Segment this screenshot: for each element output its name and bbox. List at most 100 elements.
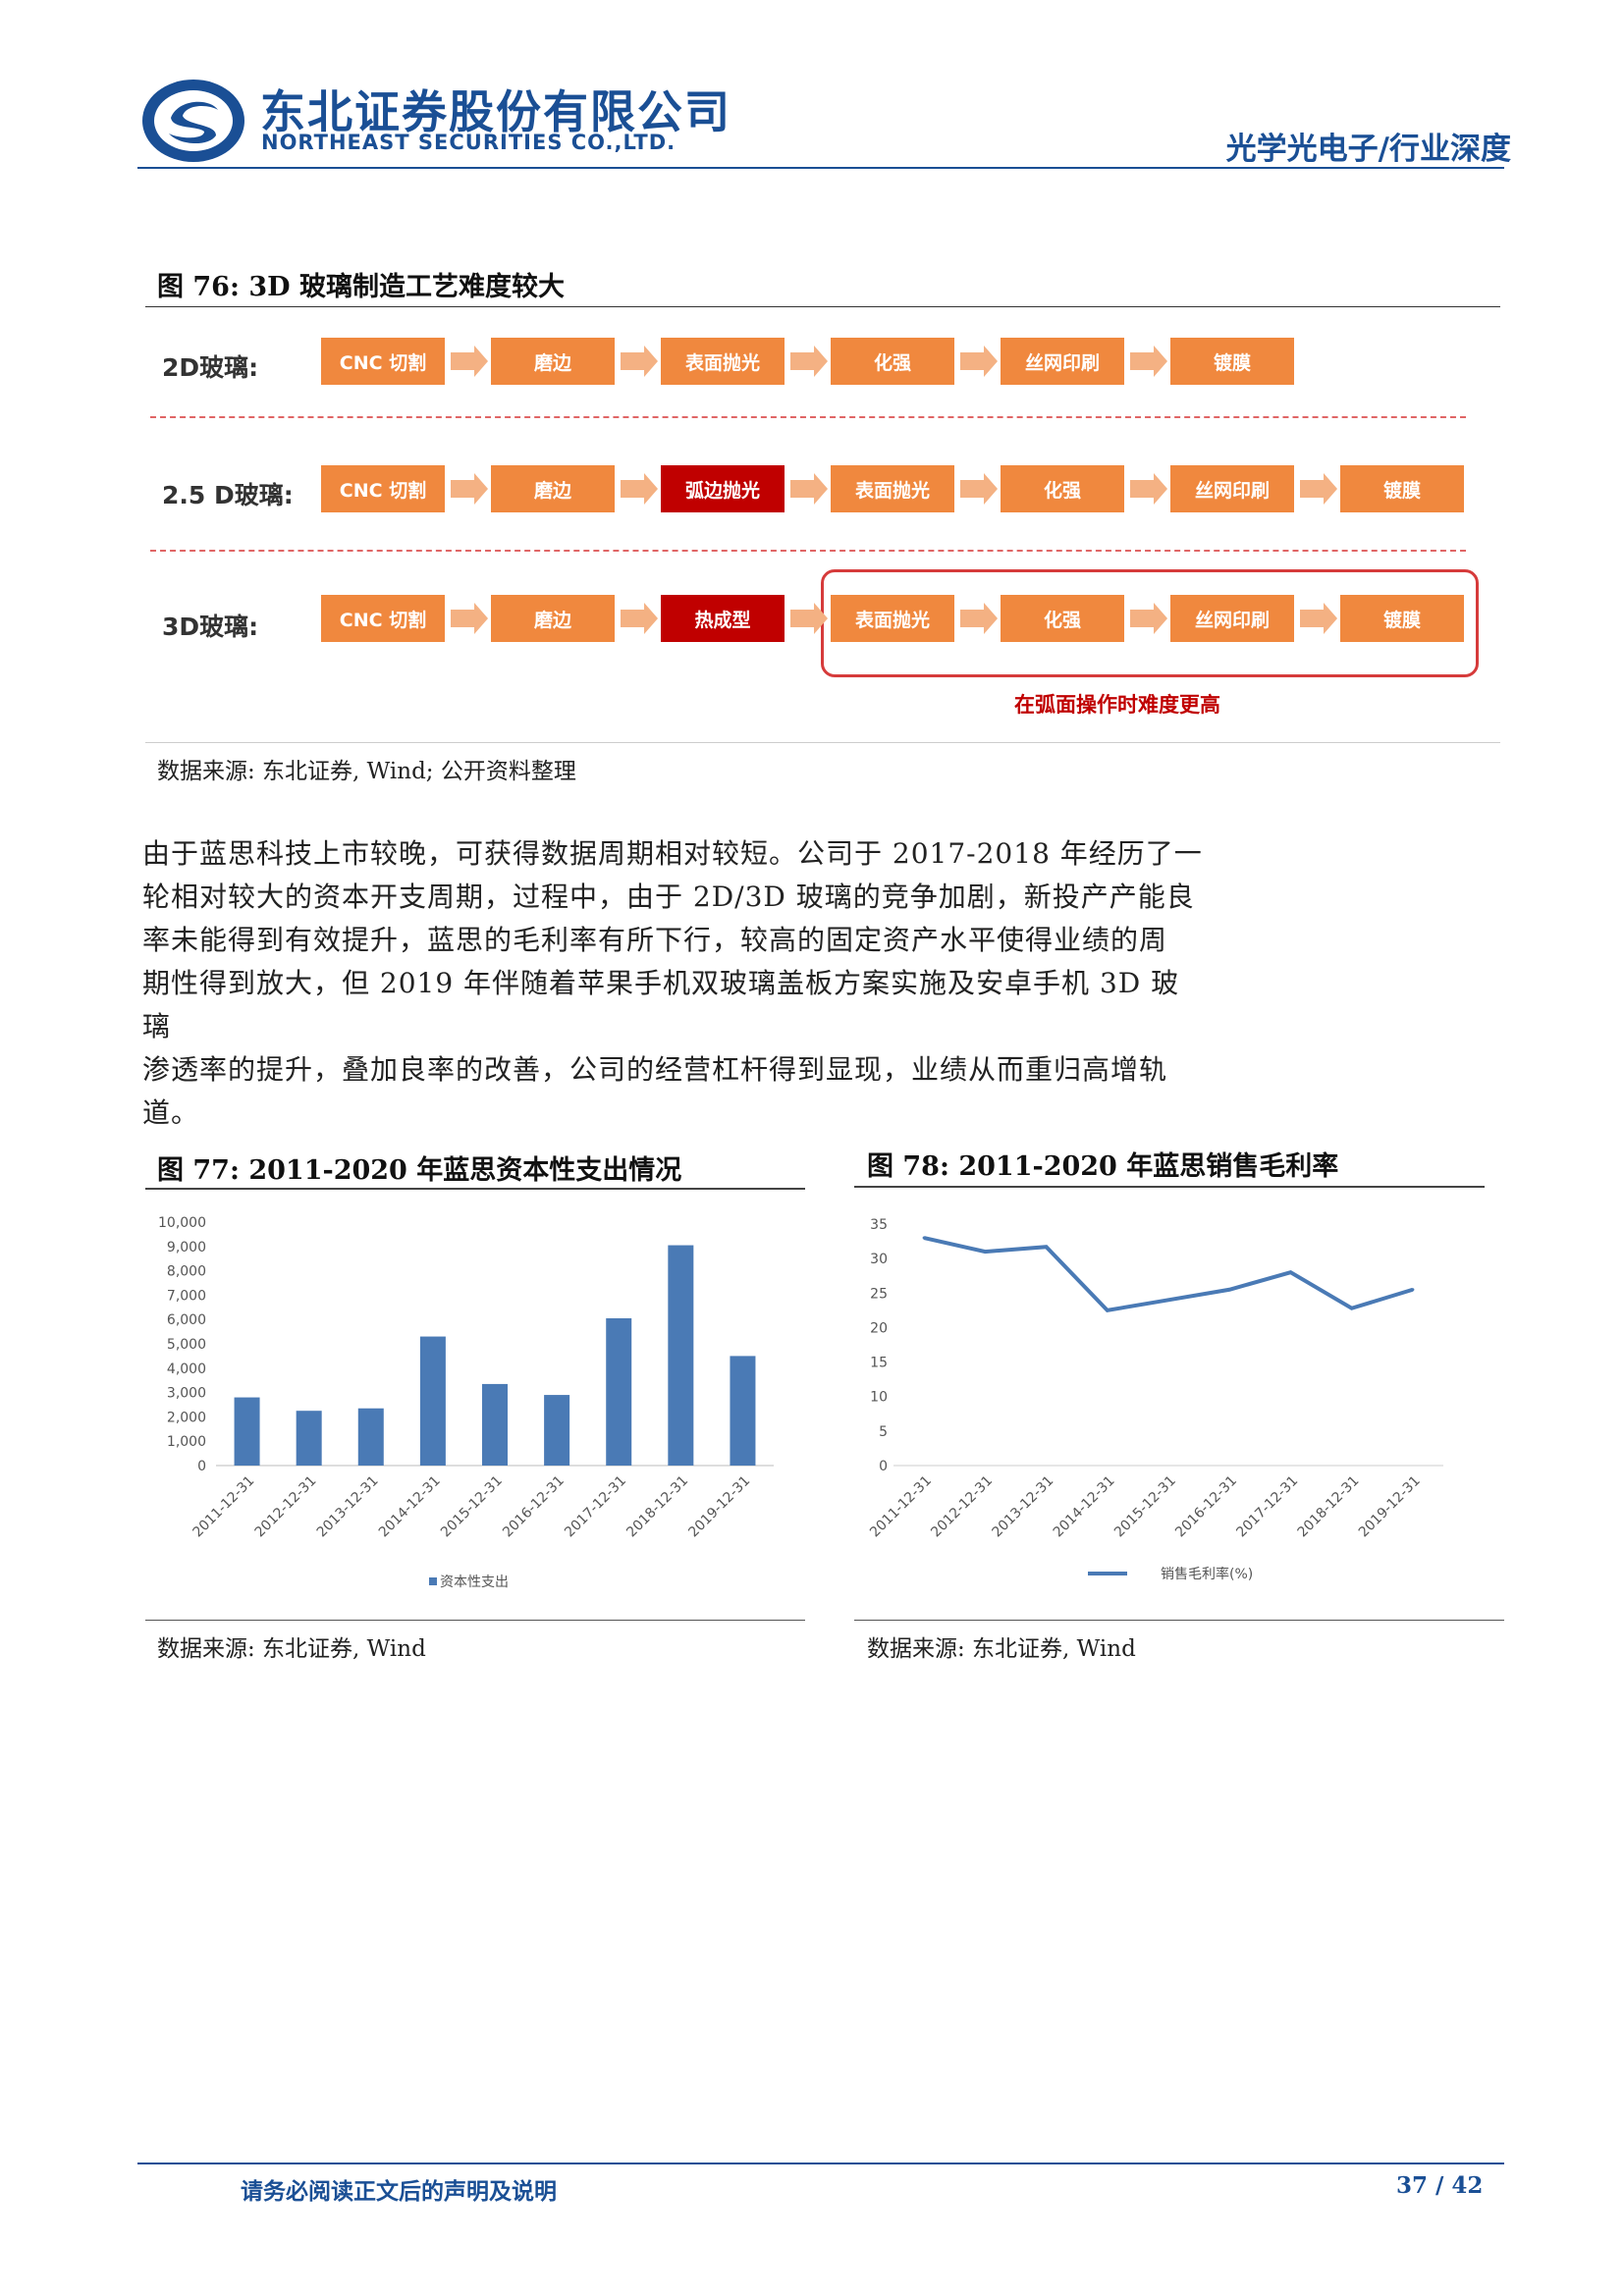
difficulty-note: 在弧面操作时难度更高 (1014, 693, 1220, 717)
y-tick-label: 7,000 (167, 1288, 206, 1304)
row-divider (150, 416, 1466, 418)
y-tick-label: 1,000 (167, 1434, 206, 1450)
step-2d-cnc: CNC 切割 (321, 338, 445, 385)
flow-arrows (451, 346, 1337, 634)
fig76-bottom-rule (145, 742, 1500, 743)
body-line: 轮相对较大的资本开支周期，过程中，由于 2D/3D 玻璃的竞争加剧，新投产产能良 (142, 881, 1195, 913)
x-tick-label: 2011-12-31 (867, 1473, 935, 1541)
x-tick-label: 2017-12-31 (1233, 1473, 1301, 1541)
flow-arrow-icon (790, 473, 828, 505)
flow-arrow-icon (960, 603, 998, 634)
fig77-bottom-rule (145, 1620, 805, 1621)
step-25d-print: 丝网印刷 (1170, 465, 1294, 512)
x-tick-label: 2014-12-31 (376, 1473, 444, 1541)
capex-bar (357, 1408, 384, 1466)
y-tick-label: 15 (870, 1356, 888, 1371)
company-name-cn: 东北证券股份有限公司 (260, 85, 731, 138)
step-25d-edge: 磨边 (491, 465, 615, 512)
section-tag: 光学光电子/行业深度 (1225, 132, 1511, 167)
x-tick-label: 2019-12-31 (1356, 1473, 1424, 1541)
step-25d-coating: 镀膜 (1340, 465, 1464, 512)
row-divider (150, 550, 1466, 552)
data-point (1411, 1288, 1415, 1292)
step-3d-polish: 表面抛光 (831, 595, 954, 642)
step-2d-coating: 镀膜 (1170, 338, 1294, 385)
body-line: 由于蓝思科技上市较晚，可获得数据周期相对较短。公司于 2017-2018 年经历… (142, 837, 1203, 870)
flow-arrow-icon (1130, 346, 1167, 377)
step-3d-print: 丝网印刷 (1170, 595, 1294, 642)
x-tick-label: 2018-12-31 (623, 1473, 691, 1541)
data-point (1350, 1307, 1354, 1310)
flow-arrow-icon (1300, 603, 1337, 634)
flow-arrow-icon (621, 346, 658, 377)
flow-arrow-icon (790, 346, 828, 377)
step-3d-coating: 镀膜 (1340, 595, 1464, 642)
legend-swatch (429, 1577, 437, 1585)
step-25d-polish: 表面抛光 (831, 465, 954, 512)
x-tick-label: 2018-12-31 (1295, 1473, 1363, 1541)
y-tick-label: 5,000 (167, 1337, 206, 1353)
x-tick-label: 2012-12-31 (252, 1473, 320, 1541)
flow-arrow-icon (960, 346, 998, 377)
y-tick-label: 8,000 (167, 1264, 206, 1280)
capex-bar-chart: 10,000 9,000 8,000 7,000 6,000 5,000 4,000 3,00… (158, 1215, 774, 1590)
capex-bar (668, 1245, 694, 1466)
y-tick-label: 10 (870, 1390, 888, 1406)
body-line: 渗透率的提升，叠加良率的改善，公司的经营杠杆得到显现，业绩从而重归高增轨 (142, 1053, 1168, 1086)
fig76-title: 图 76: 3D 玻璃制造工艺难度较大 (157, 272, 565, 302)
row-label-3d: 3D玻璃: (162, 613, 259, 641)
row-label-2d: 2D玻璃: (162, 353, 259, 382)
flow-arrow-icon (451, 473, 488, 505)
legend-label: 资本性支出 (440, 1575, 509, 1590)
y-tick-label: 6,000 (167, 1312, 206, 1328)
flow-arrow-icon (1300, 473, 1337, 505)
capex-bar (234, 1397, 260, 1466)
gross-margin-line-chart: 35 30 25 20 15 10 5 02011-12-312012-12-312013-1… (867, 1217, 1443, 1582)
data-point (1288, 1270, 1292, 1274)
data-point (983, 1250, 987, 1254)
y-tick-label: 3,000 (167, 1386, 206, 1402)
step-2d-strengthen: 化强 (831, 338, 954, 385)
body-line: 道。 (142, 1096, 200, 1129)
step-25d-arc-polish: 弧边抛光 (661, 465, 785, 512)
capex-bar (606, 1317, 632, 1466)
company-name-en: NORTHEAST SECURITIES CO.,LTD. (261, 131, 677, 154)
step-2d-edge: 磨边 (491, 338, 615, 385)
flow-arrow-icon (451, 346, 488, 377)
x-tick-label: 2016-12-31 (1172, 1473, 1240, 1541)
x-tick-label: 2013-12-31 (314, 1473, 382, 1541)
body-line: 率未能得到有效提升，蓝思的毛利率有所下行，较高的固定资产水平使得业绩的周 (142, 924, 1168, 956)
fig78-source: 数据来源: 东北证券, Wind (867, 1636, 1136, 1662)
y-tick-label: 0 (197, 1459, 206, 1474)
y-tick-label: 20 (870, 1320, 888, 1336)
fig76-source: 数据来源: 东北证券, Wind; 公开资料整理 (157, 759, 576, 784)
y-tick-label: 2,000 (167, 1410, 206, 1425)
page-number: 37 / 42 (1396, 2172, 1484, 2199)
data-point (922, 1236, 926, 1240)
x-tick-label: 2011-12-31 (190, 1473, 258, 1541)
y-tick-label: 30 (870, 1252, 888, 1267)
data-point (1106, 1308, 1110, 1312)
x-tick-label: 2017-12-31 (562, 1473, 629, 1541)
flow-arrow-icon (621, 473, 658, 505)
capex-bar (730, 1356, 756, 1466)
data-point (1227, 1288, 1231, 1292)
x-tick-label: 2015-12-31 (438, 1473, 506, 1541)
y-tick-label: 35 (870, 1217, 888, 1233)
fig77-top-rule (145, 1188, 805, 1190)
fig77-source: 数据来源: 东北证券, Wind (157, 1636, 426, 1662)
flow-arrow-icon (1130, 473, 1167, 505)
step-3d-hot-forming: 热成型 (661, 595, 785, 642)
fig76-top-rule (145, 306, 1500, 307)
step-2d-print: 丝网印刷 (1001, 338, 1124, 385)
flow-arrow-icon (451, 603, 488, 634)
x-tick-label: 2019-12-31 (685, 1473, 753, 1541)
x-tick-label: 2016-12-31 (500, 1473, 568, 1541)
x-tick-label: 2012-12-31 (928, 1473, 996, 1541)
y-tick-label: 10,000 (158, 1215, 206, 1231)
fig77-title: 图 77: 2011-2020 年蓝思资本性支出情况 (157, 1155, 682, 1186)
x-tick-label: 2013-12-31 (990, 1473, 1057, 1541)
body-paragraph: 由于蓝思科技上市较晚，可获得数据周期相对较短。公司于 2017-2018 年经历… (142, 832, 1203, 1135)
footer-divider (137, 2163, 1504, 2164)
y-tick-label: 9,000 (167, 1240, 206, 1255)
